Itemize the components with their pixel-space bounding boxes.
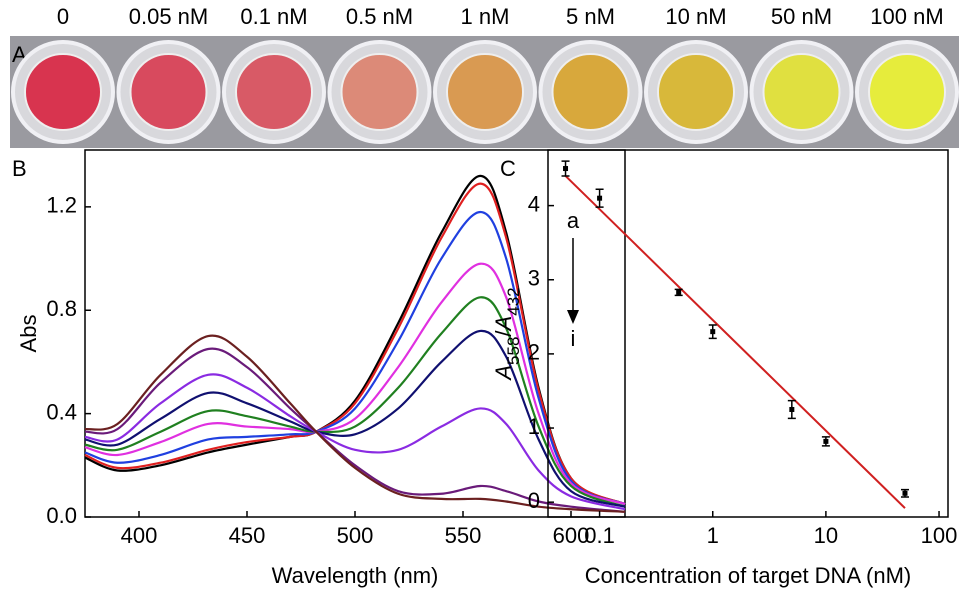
y-tick-label: 4 — [528, 191, 540, 216]
y-tick-label: 0 — [528, 488, 540, 513]
x-tick-label: 100 — [921, 523, 958, 548]
x-tick-label: 0.1 — [584, 523, 615, 548]
point — [902, 490, 908, 496]
point — [789, 406, 795, 412]
y-axis-label-part: / — [491, 330, 516, 337]
spectrum — [84, 262, 626, 506]
point — [823, 438, 829, 444]
well — [657, 53, 735, 131]
x-tick-label: 500 — [337, 523, 374, 548]
spectrum — [84, 347, 626, 513]
x-tick-label: 10 — [814, 523, 838, 548]
spectrum — [84, 373, 626, 511]
well-label: 10 nM — [665, 4, 726, 29]
x-tick-label: 550 — [445, 523, 482, 548]
annotation: a — [567, 208, 580, 233]
spectrum — [84, 296, 626, 508]
y-tick-label: 1.2 — [46, 193, 77, 218]
y-axis-label: Abs — [16, 315, 41, 353]
well-label: 0.05 nM — [129, 4, 209, 29]
well — [446, 53, 524, 131]
x-axis-label: Wavelength (nm) — [272, 563, 439, 588]
y-tick-label: 0.4 — [46, 399, 77, 424]
spectrum — [84, 329, 626, 508]
x-tick-label: 600 — [553, 523, 590, 548]
y-tick-label: 1 — [528, 414, 540, 439]
point — [710, 329, 716, 335]
well — [762, 53, 841, 131]
y-tick-label: 2 — [528, 340, 540, 365]
x-tick-label: 1 — [707, 523, 719, 548]
panel-label: C — [500, 156, 516, 181]
well-label: 50 nM — [771, 4, 832, 29]
well — [340, 53, 419, 131]
x-tick-label: 400 — [121, 523, 158, 548]
well-label: 0.1 nM — [240, 4, 307, 29]
y-axis-label-part: A — [491, 365, 516, 382]
y-axis-label-part: 432 — [504, 287, 523, 315]
arrow-head — [567, 310, 579, 324]
well-label: 100 nM — [870, 4, 943, 29]
plot-frame — [547, 149, 949, 518]
annotation: i — [571, 326, 576, 351]
x-tick-label: 450 — [229, 523, 266, 548]
well-label: 1 nM — [461, 4, 510, 29]
y-axis-label-part: A — [491, 316, 516, 333]
y-tick-label: 3 — [528, 266, 540, 291]
spectrum — [84, 334, 626, 513]
well — [24, 53, 102, 131]
panel-label: B — [12, 156, 27, 181]
point — [676, 289, 682, 295]
y-axis-label: A558/A432 — [491, 287, 523, 381]
spectrum — [84, 174, 626, 506]
y-tick-label: 0.8 — [46, 296, 77, 321]
well — [551, 53, 630, 131]
fit-line — [564, 175, 906, 509]
well — [129, 53, 208, 131]
x-axis-label: Concentration of target DNA (nM) — [585, 563, 911, 588]
point — [597, 195, 603, 201]
spectrum — [84, 210, 626, 506]
point — [563, 166, 569, 172]
well-label: 0.5 nM — [346, 4, 413, 29]
well-label: 5 nM — [566, 4, 615, 29]
y-axis-label-part: 558 — [504, 337, 523, 365]
well-label: 0 — [57, 4, 69, 29]
well — [235, 53, 313, 131]
well — [868, 53, 946, 131]
spectrum — [84, 182, 626, 506]
y-tick-label: 0.0 — [46, 503, 77, 528]
